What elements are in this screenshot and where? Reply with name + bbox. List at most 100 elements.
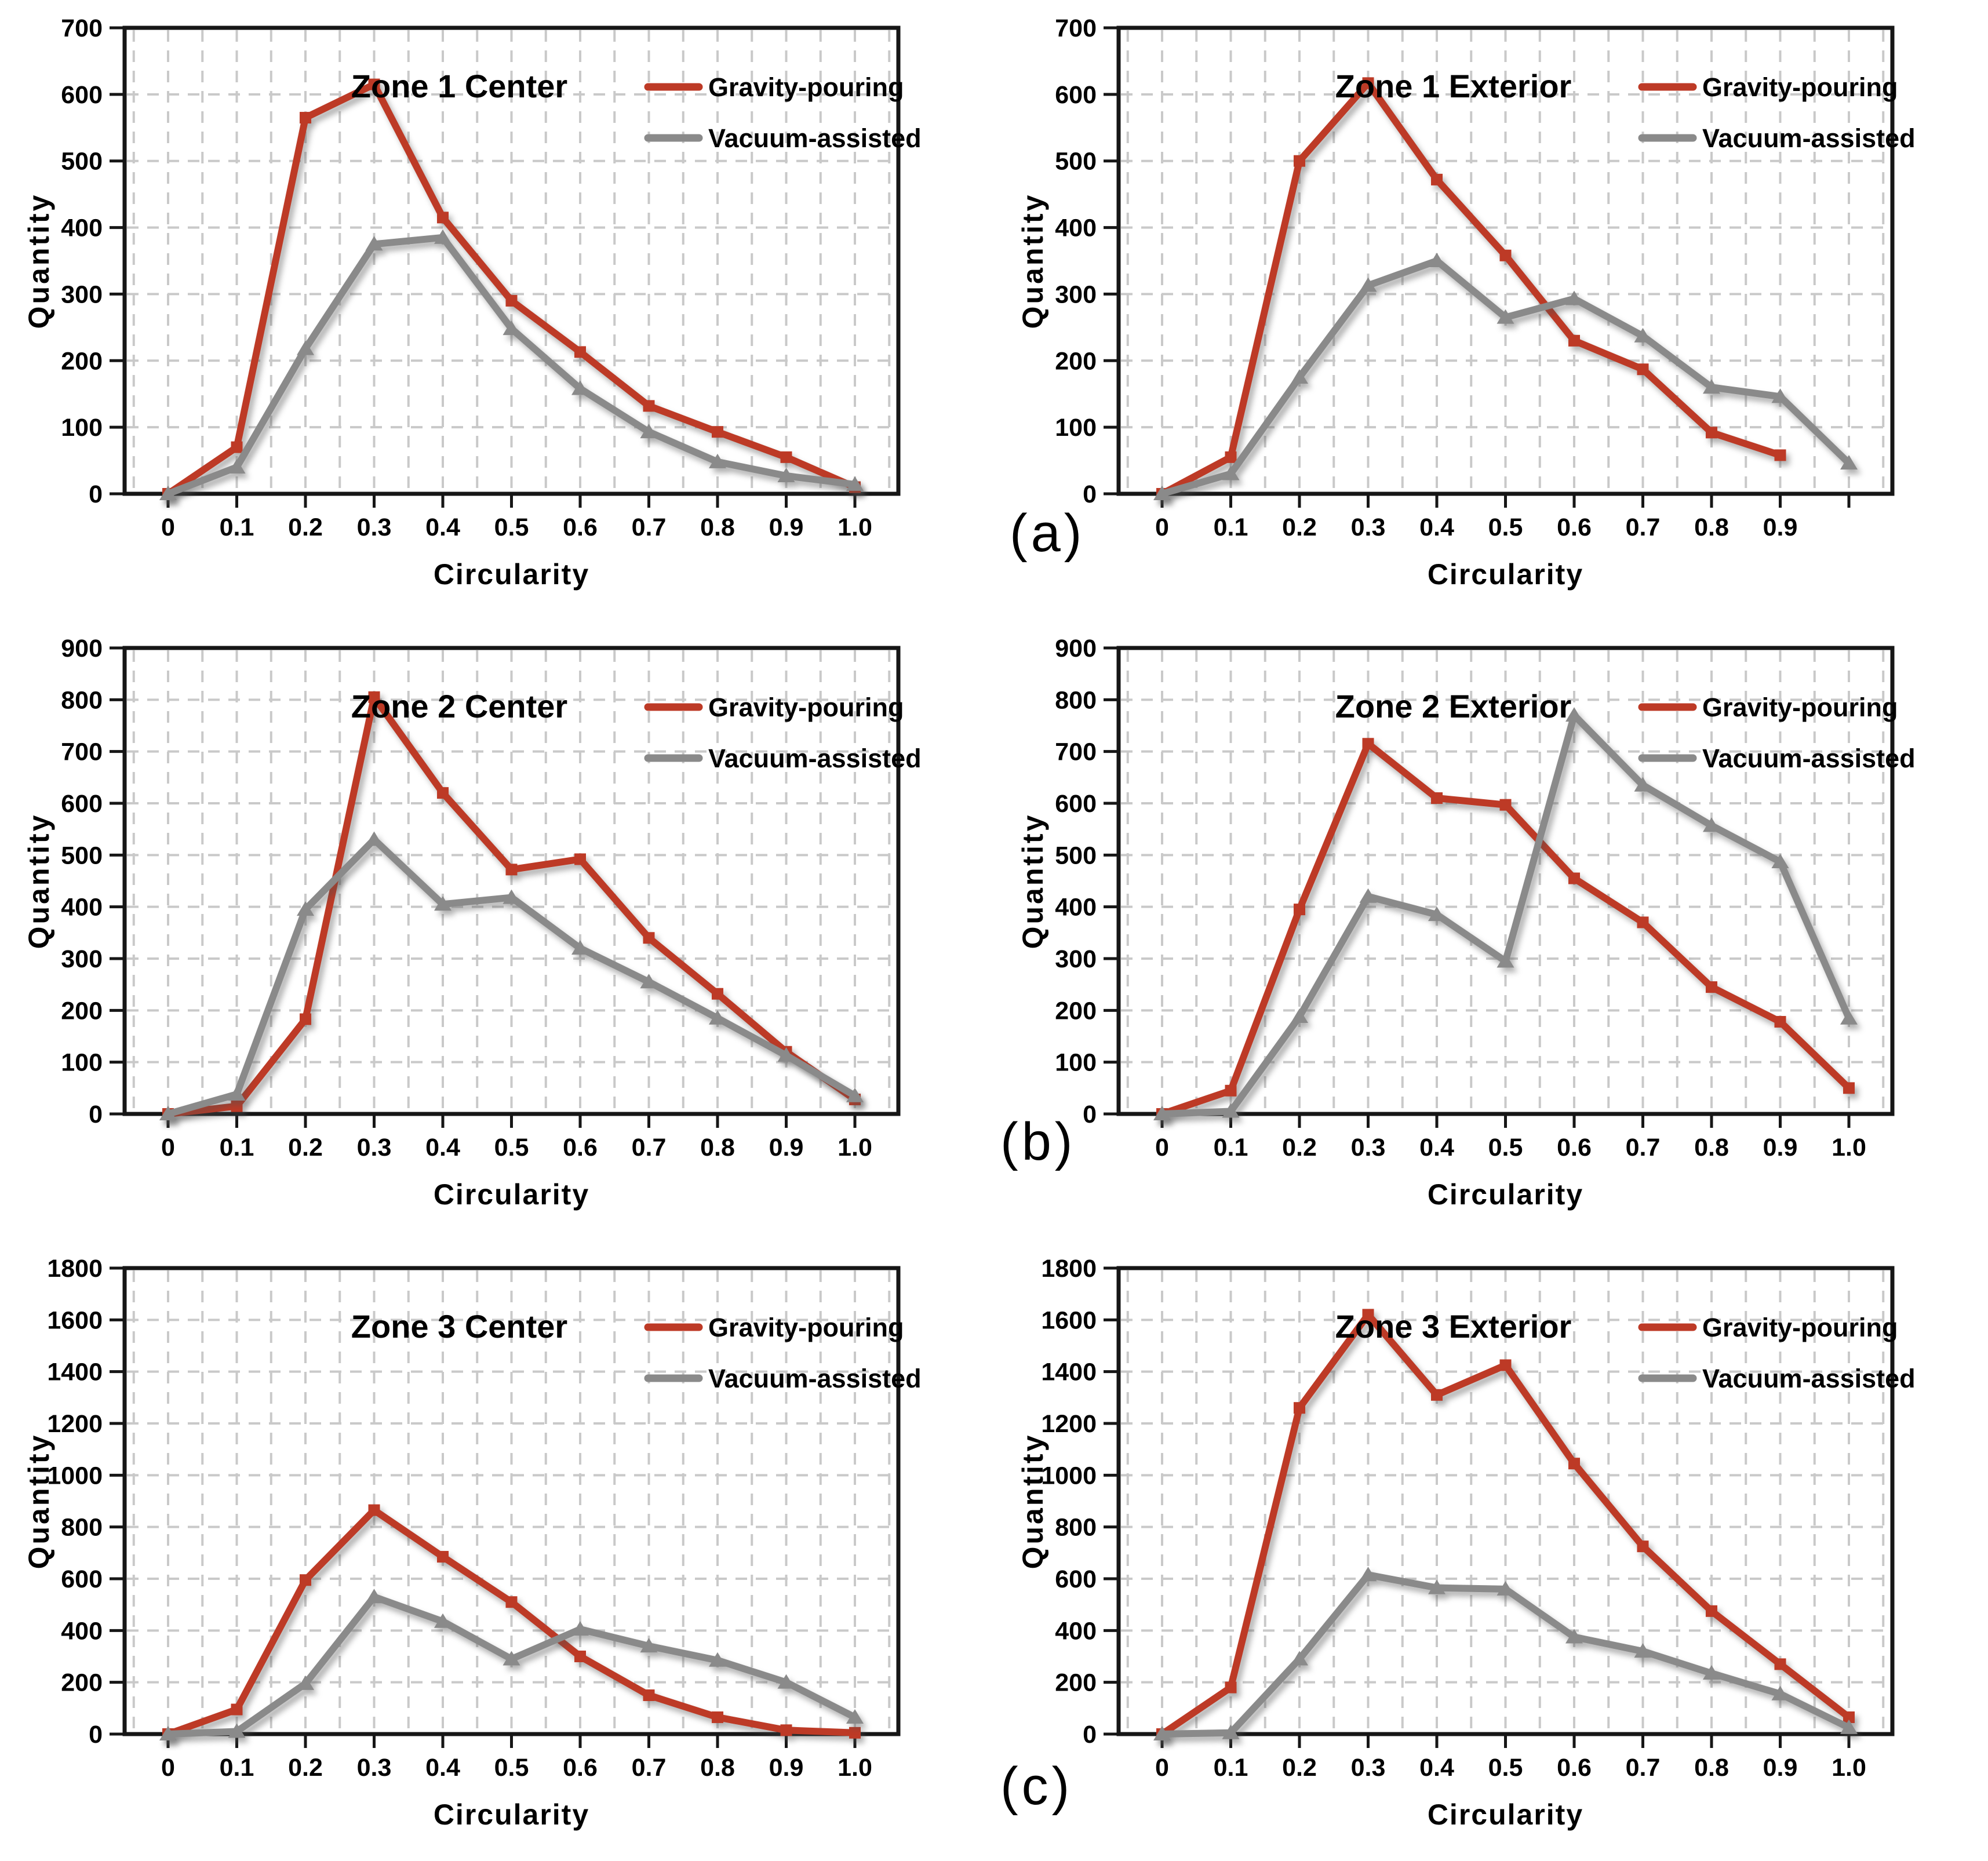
svg-text:800: 800: [1055, 1514, 1097, 1542]
svg-text:0.6: 0.6: [1557, 1134, 1592, 1161]
plot-frame: [1116, 1266, 1895, 1736]
svg-text:300: 300: [1055, 945, 1097, 973]
svg-text:Gravity-pouring: Gravity-pouring: [708, 72, 904, 102]
gridlines: [1121, 1270, 1890, 1732]
svg-text:100: 100: [1055, 1049, 1097, 1077]
svg-text:1600: 1600: [47, 1306, 103, 1334]
svg-text:700: 700: [1055, 14, 1097, 42]
svg-text:0.1: 0.1: [220, 1754, 254, 1782]
panel-zone-1-center: 0 100 200 300 400 500 600 700 0 0.1 0.2 0.3 0.4 0.5 0.…: [0, 0, 994, 620]
svg-text:0.5: 0.5: [1488, 1134, 1523, 1161]
chart-title: Zone 2 Exterior: [1335, 688, 1572, 724]
svg-text:300: 300: [61, 945, 103, 973]
chart-zone-1-center: 0 100 200 300 400 500 600 700 0 0.1 0.2 0.3 0.4 0.5 0.…: [23, 14, 922, 591]
svg-text:0: 0: [1083, 1721, 1097, 1749]
svg-text:0.5: 0.5: [1488, 513, 1523, 541]
chart-zone-1-exterior: 0 100 200 300 400 500 600 700 0 0.1 0.2 0.3 0.4 0.5 0.…: [1017, 14, 1916, 591]
svg-text:1800: 1800: [1041, 1255, 1097, 1283]
svg-text:Vacuum-assisted: Vacuum-assisted: [1702, 123, 1916, 153]
svg-text:0.8: 0.8: [700, 1754, 735, 1782]
plot-frame: [122, 26, 901, 496]
svg-text:300: 300: [61, 281, 103, 308]
svg-text:0.8: 0.8: [700, 1134, 735, 1161]
svg-text:200: 200: [61, 1669, 103, 1697]
svg-text:0.7: 0.7: [1626, 1134, 1661, 1161]
legend: Gravity-pouring Vacuum-assisted: [1638, 72, 1916, 153]
svg-text:0.6: 0.6: [1557, 513, 1592, 541]
svg-text:600: 600: [61, 81, 103, 109]
y-axis-title: Quantity: [23, 1433, 55, 1569]
svg-text:0.9: 0.9: [769, 513, 804, 541]
svg-text:500: 500: [1055, 842, 1097, 869]
svg-text:1.0: 1.0: [1832, 1754, 1866, 1782]
chart-zone-3-exterior: 0 200 400 600 800 1000 1200 1400 1600 1800 0 0.1 0.2…: [1017, 1255, 1916, 1831]
gridlines: [1121, 30, 1890, 491]
svg-text:800: 800: [1055, 686, 1097, 714]
svg-text:0.7: 0.7: [1626, 1754, 1661, 1782]
svg-text:500: 500: [61, 148, 103, 176]
svg-text:0: 0: [1155, 513, 1169, 541]
legend: Gravity-pouring Vacuum-assisted: [644, 1313, 922, 1393]
y-axis-title: Quantity: [1017, 813, 1049, 949]
plot-frame: [1116, 26, 1895, 496]
svg-text:0: 0: [1155, 1754, 1169, 1782]
svg-text:0.3: 0.3: [1351, 1754, 1386, 1782]
panel-zone-1-exterior: 0 100 200 300 400 500 600 700 0 0.1 0.2 0.3 0.4 0.5 0.…: [994, 0, 1988, 620]
svg-text:Vacuum-assisted: Vacuum-assisted: [708, 123, 922, 153]
svg-text:0: 0: [161, 1754, 175, 1782]
svg-text:0: 0: [89, 1721, 103, 1749]
panel-letter-a: (a): [1010, 504, 1086, 563]
svg-text:0.1: 0.1: [220, 1134, 254, 1161]
svg-text:0.9: 0.9: [1763, 1134, 1798, 1161]
x-axis-title: Circularity: [1428, 1798, 1583, 1831]
svg-text:0.3: 0.3: [357, 1754, 392, 1782]
svg-text:0.5: 0.5: [494, 1754, 529, 1782]
y-axis-title: Quantity: [23, 813, 55, 949]
svg-text:1200: 1200: [47, 1410, 103, 1438]
svg-text:0.1: 0.1: [1214, 1134, 1248, 1161]
svg-text:0.2: 0.2: [1282, 1754, 1317, 1782]
svg-text:0.2: 0.2: [1282, 513, 1317, 541]
y-axis-title: Quantity: [23, 193, 55, 329]
svg-text:0.4: 0.4: [425, 1754, 460, 1782]
chart-title: Zone 3 Exterior: [1335, 1308, 1572, 1345]
svg-text:300: 300: [1055, 281, 1097, 308]
svg-text:0: 0: [161, 513, 175, 541]
svg-text:Gravity-pouring: Gravity-pouring: [1702, 693, 1898, 722]
svg-text:400: 400: [61, 214, 103, 242]
plot-frame: [1116, 646, 1895, 1116]
svg-text:Vacuum-assisted: Vacuum-assisted: [1702, 1364, 1916, 1393]
svg-text:600: 600: [1055, 81, 1097, 109]
svg-text:Gravity-pouring: Gravity-pouring: [708, 1313, 904, 1342]
svg-text:400: 400: [1055, 214, 1097, 242]
svg-text:0.6: 0.6: [563, 1134, 598, 1161]
axis-ticks: [1104, 1266, 1851, 1748]
svg-text:500: 500: [61, 842, 103, 869]
svg-text:0.9: 0.9: [769, 1754, 804, 1782]
chart-zone-2-center: 0 100 200 300 400 500 600 700 800 900 0 0.1 0.2 0.3 0.…: [23, 635, 922, 1211]
svg-text:800: 800: [61, 1514, 103, 1542]
axis-tick-labels: 0 100 200 300 400 500 600 700 800 900 0 0.1 0.2 0.3 0.…: [1055, 635, 1866, 1161]
svg-text:600: 600: [1055, 1565, 1097, 1593]
svg-text:0.5: 0.5: [494, 1134, 529, 1161]
svg-text:0.6: 0.6: [563, 513, 598, 541]
panel-zone-2-center: 0 100 200 300 400 500 600 700 800 900 0 0.1 0.2 0.3 0.…: [0, 620, 994, 1240]
svg-text:Vacuum-assisted: Vacuum-assisted: [1702, 744, 1916, 773]
svg-text:100: 100: [1055, 414, 1097, 442]
axis-ticks: [110, 646, 857, 1128]
svg-text:1.0: 1.0: [1832, 1134, 1866, 1161]
panel-zone-3-center: 0 200 400 600 800 1000 1200 1400 1600 1800 0 0.1 0.2…: [0, 1240, 994, 1860]
svg-text:0.2: 0.2: [288, 513, 323, 541]
svg-text:1.0: 1.0: [838, 1134, 872, 1161]
svg-text:0: 0: [89, 1101, 103, 1128]
svg-text:0.8: 0.8: [1694, 513, 1729, 541]
svg-text:600: 600: [1055, 790, 1097, 818]
chart-zone-3-center: 0 200 400 600 800 1000 1200 1400 1600 1800 0 0.1 0.2…: [23, 1255, 922, 1831]
svg-text:1200: 1200: [1041, 1410, 1097, 1438]
svg-text:0.2: 0.2: [1282, 1134, 1317, 1161]
svg-text:0.8: 0.8: [700, 513, 735, 541]
svg-text:400: 400: [1055, 1617, 1097, 1645]
chart-zone-2-exterior: 0 100 200 300 400 500 600 700 800 900 0 0.1 0.2 0.3 0.…: [1017, 635, 1916, 1211]
svg-text:0.8: 0.8: [1694, 1134, 1729, 1161]
svg-text:500: 500: [1055, 148, 1097, 176]
